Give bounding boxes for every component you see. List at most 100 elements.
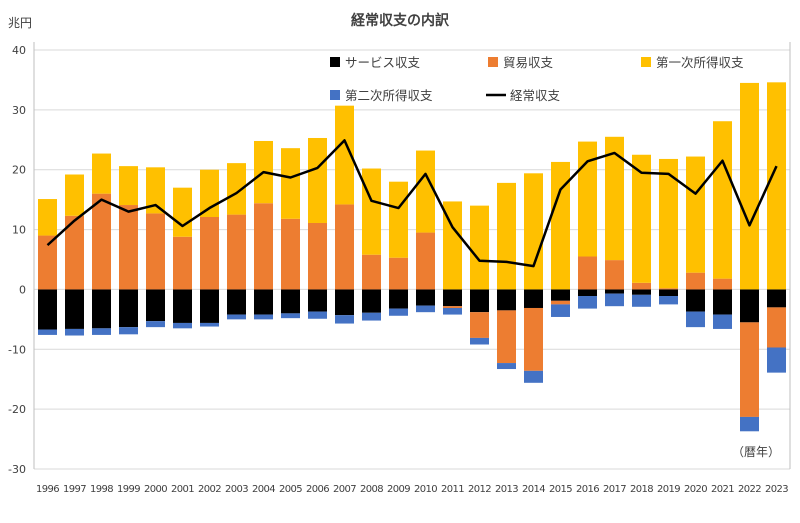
x-tick-label: 2019 — [657, 484, 680, 495]
bar-2000-第一次所得収支 — [146, 167, 165, 214]
bar-2001-第二次所得収支 — [173, 322, 192, 329]
y-axis-unit-label: 兆円 — [8, 16, 32, 30]
bar-2021-第二次所得収支 — [713, 314, 732, 329]
x-tick-label: 1998 — [90, 484, 113, 495]
x-tick-label: 1996 — [36, 484, 59, 495]
x-tick-label: 2011 — [441, 484, 464, 495]
bar-2022-貿易収支 — [740, 322, 759, 417]
bar-1999-第二次所得収支 — [119, 327, 138, 335]
bar-2009-第二次所得収支 — [389, 308, 408, 316]
x-tick-label: 2000 — [144, 484, 167, 495]
x-tick-label: 2005 — [279, 484, 302, 495]
bar-2015-第二次所得収支 — [551, 304, 570, 317]
bar-2010-サービス収支 — [416, 289, 435, 306]
bar-2015-サービス収支 — [551, 289, 570, 301]
bar-2001-サービス収支 — [173, 289, 192, 323]
bar-2003-第一次所得収支 — [227, 163, 246, 215]
bar-2014-第一次所得収支 — [524, 173, 543, 290]
bar-2018-貿易収支 — [632, 282, 651, 290]
bar-2000-第二次所得収支 — [146, 321, 165, 328]
bar-2012-第二次所得収支 — [470, 337, 489, 345]
bar-2018-サービス収支 — [632, 289, 651, 295]
bar-2011-貿易収支 — [443, 306, 462, 308]
bar-2016-貿易収支 — [578, 256, 597, 290]
bar-1998-貿易収支 — [92, 193, 111, 290]
bar-2016-第一次所得収支 — [578, 141, 597, 257]
bar-1997-第二次所得収支 — [65, 328, 84, 336]
legend-label: 貿易収支 — [503, 55, 554, 70]
bar-2007-サービス収支 — [335, 289, 354, 316]
bar-2006-第一次所得収支 — [308, 137, 327, 223]
bar-2020-第一次所得収支 — [686, 156, 705, 273]
bar-1998-サービス収支 — [92, 289, 111, 329]
bar-2000-貿易収支 — [146, 213, 165, 290]
bar-1997-第一次所得収支 — [65, 174, 84, 216]
bar-2006-貿易収支 — [308, 222, 327, 290]
bar-2009-貿易収支 — [389, 257, 408, 290]
bar-2019-貿易収支 — [659, 288, 678, 290]
y-tick-label: -10 — [8, 343, 26, 356]
bar-2015-第一次所得収支 — [551, 161, 570, 290]
bar-2017-第二次所得収支 — [605, 293, 624, 307]
bar-2021-サービス収支 — [713, 289, 732, 315]
x-tick-label: 2010 — [414, 484, 437, 495]
bar-2010-第二次所得収支 — [416, 305, 435, 313]
y-tick-label: 0 — [19, 283, 26, 296]
legend-label: 経常収支 — [510, 88, 561, 103]
bar-2003-サービス収支 — [227, 289, 246, 315]
bar-2006-第二次所得収支 — [308, 311, 327, 319]
x-tick-label: 2013 — [495, 484, 518, 495]
bar-2017-貿易収支 — [605, 260, 624, 290]
bar-2022-第一次所得収支 — [740, 82, 759, 290]
bar-2005-第二次所得収支 — [281, 313, 300, 319]
calendar-year-annotation: （暦年） — [732, 445, 780, 459]
bar-2019-第二次所得収支 — [659, 296, 678, 305]
bar-2008-サービス収支 — [362, 289, 381, 313]
bar-2016-サービス収支 — [578, 289, 597, 297]
x-tick-label: 2002 — [198, 484, 221, 495]
bar-2014-貿易収支 — [524, 307, 543, 371]
x-tick-label: 2009 — [387, 484, 410, 495]
x-tick-label: 2023 — [765, 484, 788, 495]
bar-2023-第一次所得収支 — [767, 82, 786, 290]
y-tick-label: 10 — [12, 224, 26, 237]
bar-1999-貿易収支 — [119, 205, 138, 290]
bar-1997-貿易収支 — [65, 215, 84, 290]
bar-2007-貿易収支 — [335, 204, 354, 290]
legend-label: 第一次所得収支 — [656, 55, 744, 70]
current-account-line — [46, 139, 778, 268]
x-tick-label: 2022 — [738, 484, 761, 495]
bar-2007-第二次所得収支 — [335, 315, 354, 324]
chart-title: 経常収支の内訳 — [351, 12, 450, 29]
bar-2016-第二次所得収支 — [578, 296, 597, 309]
y-tick-label: 30 — [12, 104, 26, 117]
bar-2010-貿易収支 — [416, 232, 435, 290]
bar-1999-第一次所得収支 — [119, 166, 138, 206]
bar-2014-サービス収支 — [524, 289, 543, 308]
bar-2004-第二次所得収支 — [254, 314, 273, 320]
bar-2013-第一次所得収支 — [497, 182, 516, 290]
bar-2003-貿易収支 — [227, 214, 246, 290]
bar-2012-貿易収支 — [470, 312, 489, 338]
legend-label: 第二次所得収支 — [345, 88, 433, 103]
y-tick-label: 20 — [12, 164, 26, 177]
x-tick-label: 2007 — [333, 484, 356, 495]
bar-1996-第二次所得収支 — [38, 329, 57, 335]
bar-2009-第一次所得収支 — [389, 181, 408, 258]
x-tick-label: 2016 — [576, 484, 599, 495]
legend-swatch — [330, 90, 340, 100]
bar-2005-サービス収支 — [281, 289, 300, 314]
bar-2013-第二次所得収支 — [497, 363, 516, 370]
bar-2003-第二次所得収支 — [227, 314, 246, 320]
x-tick-label: 2015 — [549, 484, 572, 495]
bar-2018-第一次所得収支 — [632, 154, 651, 283]
bar-2000-サービス収支 — [146, 289, 165, 322]
x-tick-label: 2004 — [252, 484, 275, 495]
x-tick-label: 2006 — [306, 484, 329, 495]
x-tick-label: 2001 — [171, 484, 194, 495]
bar-2005-第一次所得収支 — [281, 148, 300, 219]
legend-swatch — [641, 57, 651, 67]
bar-2012-サービス収支 — [470, 289, 489, 313]
bar-2002-第一次所得収支 — [200, 169, 219, 218]
